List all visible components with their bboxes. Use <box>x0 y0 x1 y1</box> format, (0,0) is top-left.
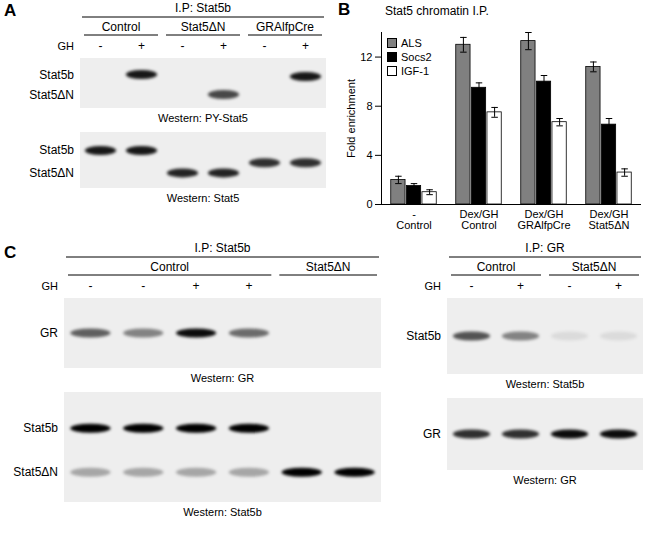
svg-text:Stat5ΔN: Stat5ΔN <box>181 20 226 34</box>
svg-text:Stat5ΔN: Stat5ΔN <box>29 88 74 102</box>
svg-text:+: + <box>245 279 252 293</box>
svg-text:Control: Control <box>102 20 141 34</box>
svg-text:GH: GH <box>42 280 59 292</box>
svg-text:Western: Stat5: Western: Stat5 <box>167 192 240 204</box>
svg-text:Stat5ΔN: Stat5ΔN <box>13 465 58 479</box>
svg-text:Stat5b: Stat5b <box>23 421 58 435</box>
svg-text:GR: GR <box>423 427 441 441</box>
svg-text:-: - <box>568 279 572 293</box>
svg-text:-: - <box>470 279 474 293</box>
svg-text:Stat5ΔN: Stat5ΔN <box>306 260 351 274</box>
svg-text:Control: Control <box>150 260 189 274</box>
svg-text:GR: GR <box>40 326 58 340</box>
svg-text:+: + <box>517 279 524 293</box>
html-text:Socs2: Socs2 <box>401 51 432 63</box>
svg-text:+: + <box>138 39 145 53</box>
svg-text:-Control: -Control <box>396 208 431 231</box>
svg-text:A: A <box>4 1 16 20</box>
svg-text:Dex/GHStat5ΔN: Dex/GHStat5ΔN <box>589 208 630 231</box>
svg-text:Western: Stat5b: Western: Stat5b <box>506 378 585 390</box>
svg-text:-: - <box>181 39 185 53</box>
svg-text:Fold enrichment: Fold enrichment <box>345 79 357 158</box>
svg-text:Western: GR: Western: GR <box>513 474 576 486</box>
svg-text:-: - <box>141 279 145 293</box>
html-text:ALS: ALS <box>401 37 422 49</box>
svg-text:I.P: Stat5b: I.P: Stat5b <box>194 241 250 255</box>
svg-text:12: 12 <box>360 51 372 63</box>
svg-text:-: - <box>263 39 267 53</box>
svg-text:GH: GH <box>425 280 442 292</box>
svg-text:GH: GH <box>58 40 75 52</box>
svg-text:+: + <box>193 279 200 293</box>
svg-text:Stat5b: Stat5b <box>39 143 74 157</box>
html-text:Stat5 chromatin I.P.: Stat5 chromatin I.P. <box>385 4 489 18</box>
svg-text:4: 4 <box>366 149 372 161</box>
svg-text:-: - <box>88 279 92 293</box>
svg-text:Dex/GHGRAlfpCre: Dex/GHGRAlfpCre <box>517 208 570 231</box>
svg-text:Western: PY-Stat5: Western: PY-Stat5 <box>158 112 248 124</box>
html-text:B: B <box>338 0 351 19</box>
svg-text:Western: GR: Western: GR <box>191 372 254 384</box>
svg-text:8: 8 <box>366 100 372 112</box>
svg-text:C: C <box>4 243 16 262</box>
svg-text:I.P: Stat5b: I.P: Stat5b <box>175 1 231 15</box>
svg-text:Stat5ΔN: Stat5ΔN <box>572 260 617 274</box>
svg-text:Control: Control <box>477 260 516 274</box>
svg-text:+: + <box>615 279 622 293</box>
html-text:IGF-1: IGF-1 <box>401 65 430 77</box>
svg-text:+: + <box>220 39 227 53</box>
svg-text:-: - <box>99 39 103 53</box>
svg-text:I.P: GR: I.P: GR <box>525 241 565 255</box>
svg-text:Stat5b: Stat5b <box>39 68 74 82</box>
svg-text:+: + <box>302 39 309 53</box>
svg-text:Western: Stat5b: Western: Stat5b <box>183 506 262 518</box>
svg-text:Stat5ΔN: Stat5ΔN <box>29 166 74 180</box>
svg-text:Dex/GHControl: Dex/GHControl <box>459 208 498 231</box>
svg-text:0: 0 <box>366 198 372 210</box>
svg-text:GRAlfpCre: GRAlfpCre <box>256 20 314 34</box>
svg-text:Stat5b: Stat5b <box>406 329 441 343</box>
